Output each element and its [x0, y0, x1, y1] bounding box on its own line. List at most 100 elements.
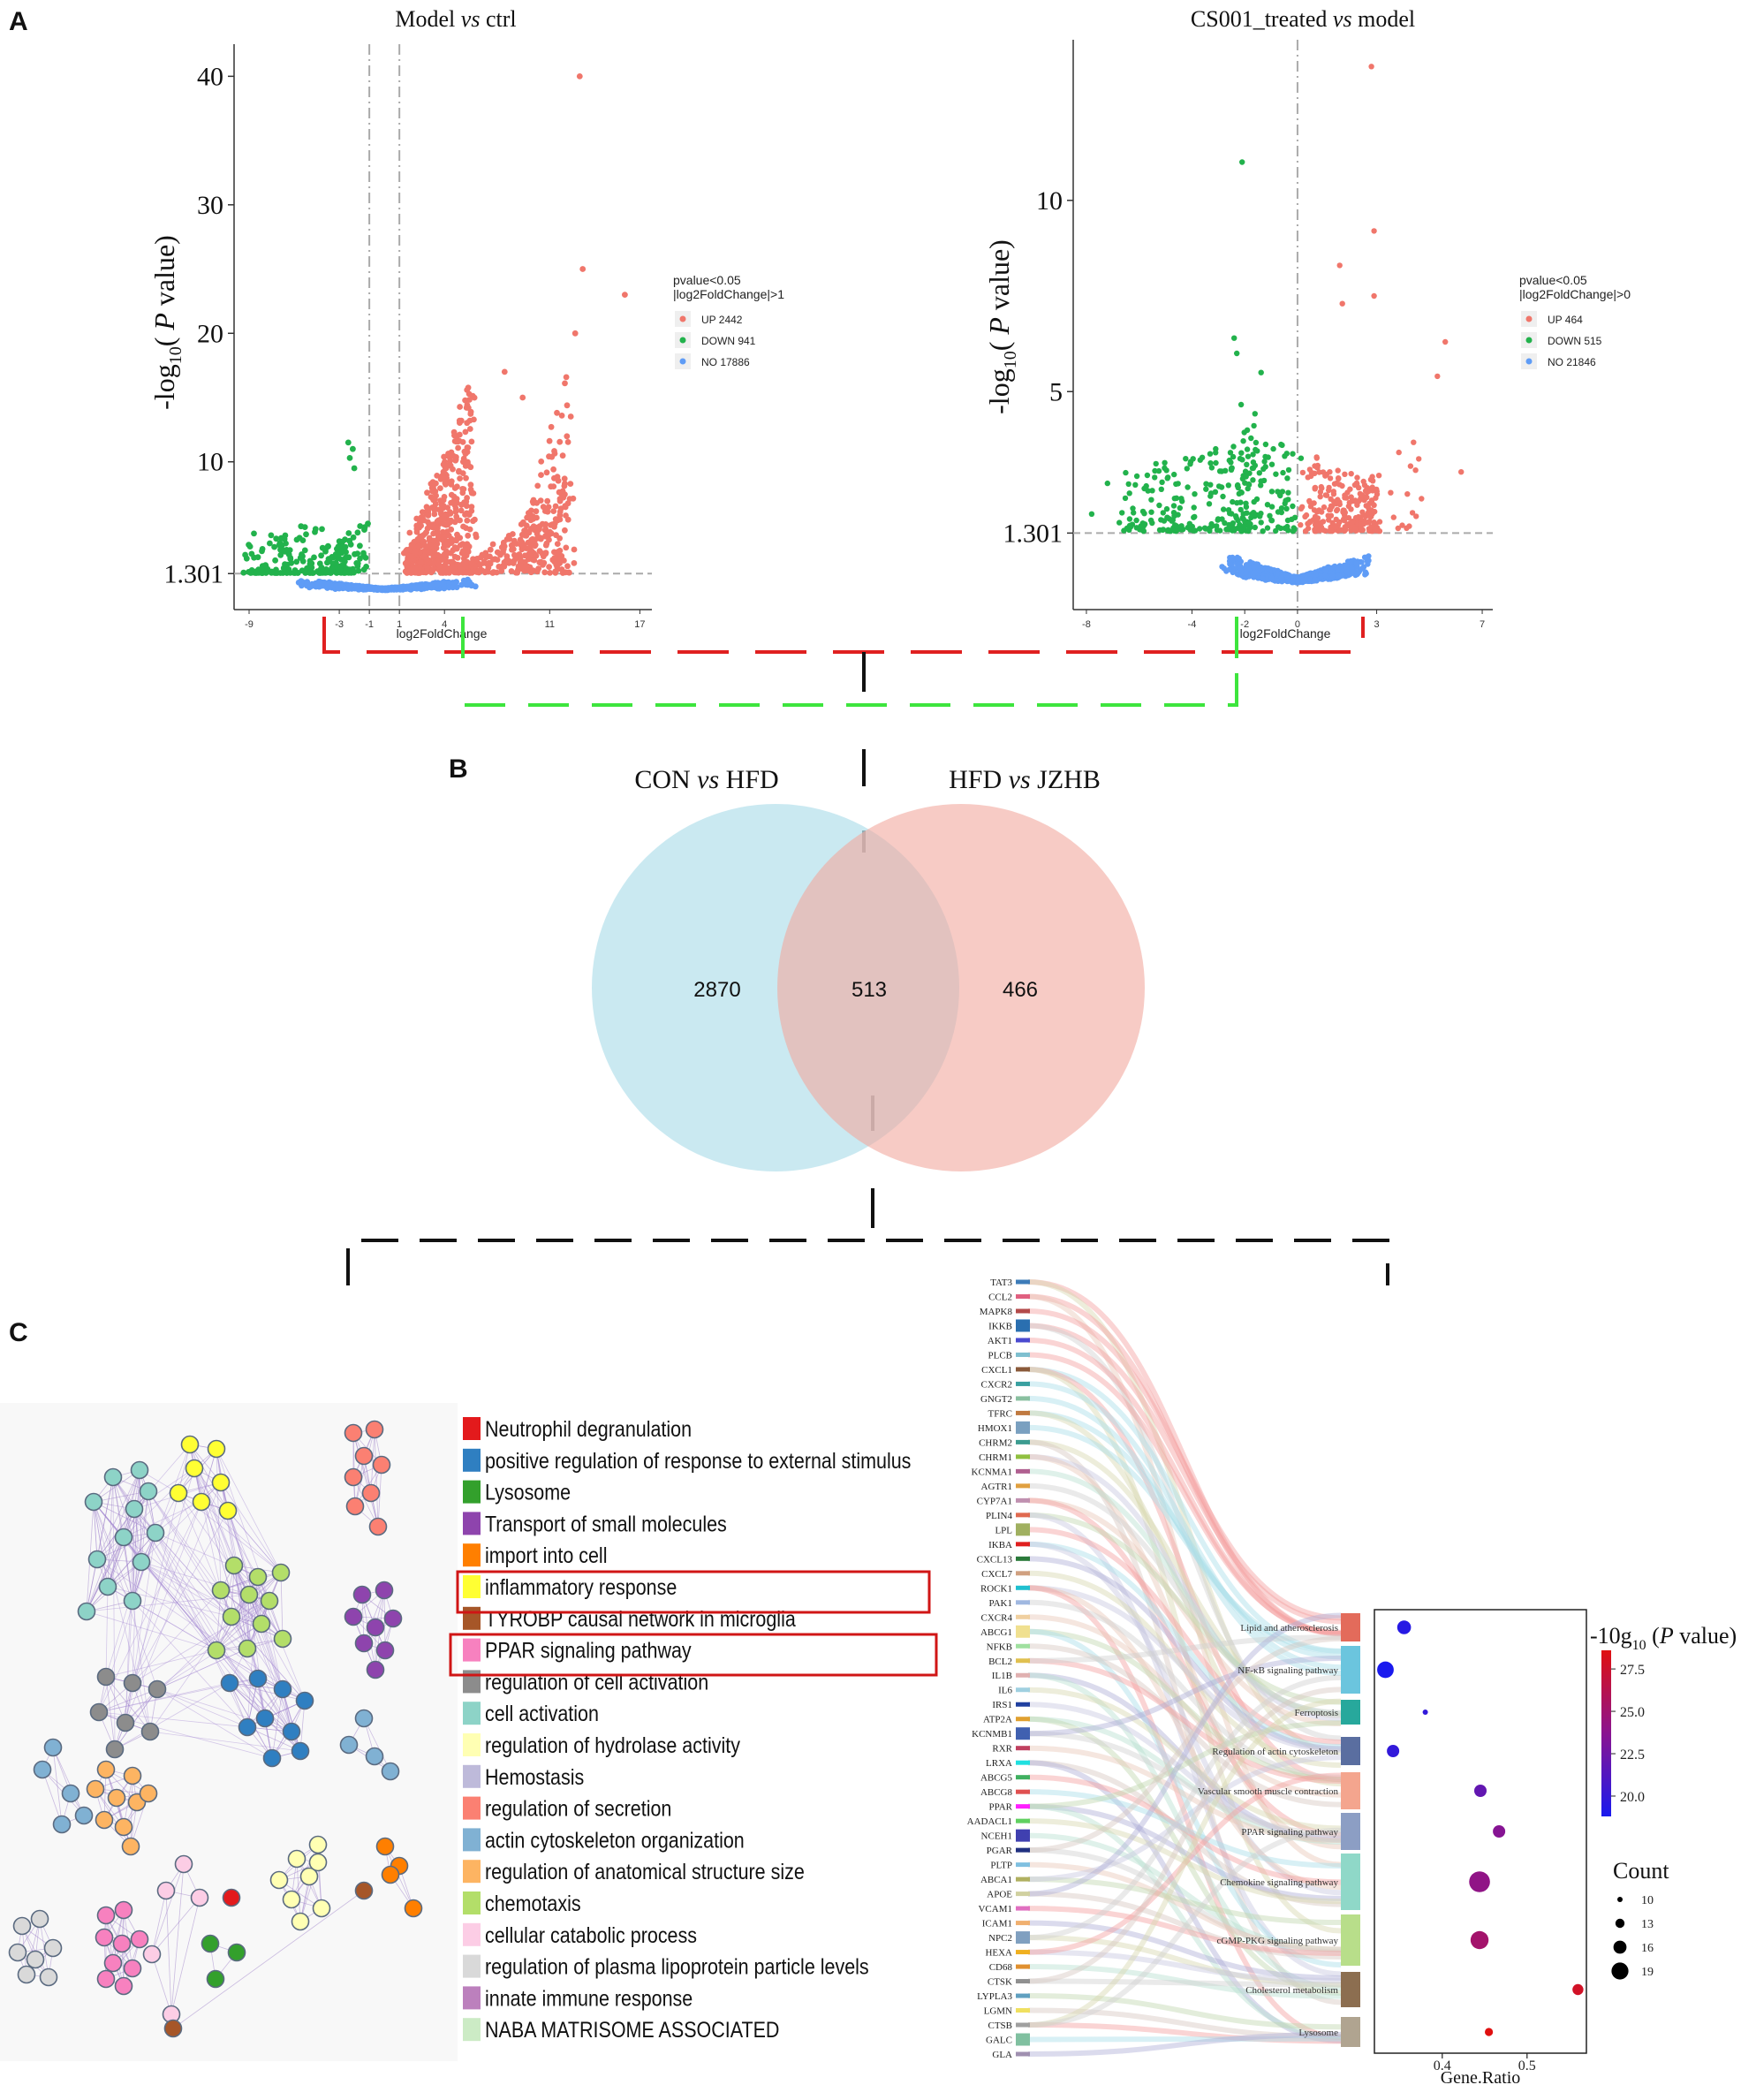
sankey-gene-bar: [1016, 1746, 1030, 1751]
volcano-point: [1273, 471, 1279, 477]
volcano-point: [1228, 466, 1235, 473]
volcano-point: [1187, 459, 1194, 465]
sankey-flow: [1027, 1410, 1342, 1787]
volcano-point: [1158, 486, 1165, 492]
network-node: [273, 1629, 292, 1649]
network-node: [260, 1591, 279, 1611]
size-legend-items: 10 13 16 19: [1611, 1894, 1654, 1980]
network-node: [255, 1709, 275, 1728]
volcano-point: [1368, 497, 1375, 504]
sankey-flow: [1027, 1453, 1342, 1850]
network-node: [192, 1492, 211, 1512]
volcano-point: [1251, 569, 1258, 575]
volcano-point: [1238, 401, 1245, 408]
legend-label: NABA MATRISOME ASSOCIATED: [485, 2018, 779, 2043]
volcano-point: [1298, 522, 1304, 528]
size-legend-label: 16: [1641, 1942, 1654, 1955]
bubble-point: [1387, 1745, 1400, 1757]
volcano-point: [1238, 489, 1245, 496]
network-node: [84, 1492, 103, 1512]
sankey-pathway-bar: [1341, 1972, 1360, 2007]
volcano-point: [564, 516, 571, 523]
volcano-point: [550, 483, 557, 489]
volcano-point: [1252, 411, 1259, 417]
volcano-point: [467, 486, 474, 493]
sankey-flow: [1027, 1614, 1342, 1798]
volcano-point: [255, 566, 262, 572]
bubble-chart: 0.4 0.5 Gene.Ratio -10g10 (P value) 27.52…: [1374, 1609, 1737, 2088]
volcano-point: [1395, 525, 1402, 532]
sankey-flow: [1027, 1410, 1342, 1660]
volcano-point: [1282, 500, 1288, 507]
sankey-flow: [1027, 1876, 1342, 1926]
sankey-gene-label: ABCG8: [980, 1787, 1013, 1798]
volcano-point: [312, 528, 318, 535]
volcano-point: [428, 542, 434, 550]
volcano-point: [1316, 507, 1322, 513]
legend-label: positive regulation of response to exter…: [485, 1448, 911, 1473]
network-node: [114, 1528, 133, 1547]
volcano-point: [498, 568, 505, 574]
volcano-point: [1409, 510, 1416, 516]
volcano-point: [1320, 469, 1327, 475]
sankey-flow: [1027, 1789, 1342, 1869]
volcano-point: [1185, 484, 1191, 490]
network-node: [139, 1784, 158, 1803]
highlight-ppar-signaling: [449, 1633, 938, 1677]
volcano-point: [1260, 466, 1267, 472]
volcano-point: [1131, 510, 1137, 516]
sankey-gene-label: TAT3: [990, 1277, 1012, 1288]
volcano-point: [471, 394, 478, 401]
volcano-point: [417, 533, 424, 540]
volcano-point: [1125, 481, 1132, 488]
sankey-flow: [1027, 1482, 1342, 1716]
size-legend-dot: [1613, 1940, 1627, 1954]
volcano-1-xlabel: log2FoldChange: [397, 626, 488, 641]
sankey-flow: [1027, 1424, 1342, 1655]
volcano-point: [1317, 494, 1323, 500]
volcano-point: [1254, 561, 1261, 567]
legend-label: actin cytoskeleton organization: [485, 1828, 745, 1853]
volcano-point: [557, 505, 564, 512]
network-node: [404, 1899, 423, 1918]
sankey-flow: [1027, 1920, 1342, 1981]
volcano-point: [413, 515, 420, 522]
volcano-point: [273, 535, 280, 542]
volcano-point: [1362, 488, 1369, 494]
bubble-plot-frame: [1374, 1609, 1587, 2054]
volcano-point: [415, 542, 422, 550]
sankey-gene-bar: [1016, 1293, 1030, 1299]
sankey-pathway-bar: [1341, 1813, 1360, 1850]
volcano-point: [361, 524, 368, 530]
volcano-point: [1314, 465, 1321, 471]
volcano-point: [1341, 562, 1348, 568]
volcano-point: [330, 554, 337, 561]
volcano-point: [1284, 523, 1291, 530]
volcano-point: [1285, 466, 1292, 474]
x-tick-label: -8: [1082, 619, 1091, 630]
network-node: [308, 1853, 328, 1872]
network-node: [207, 1439, 226, 1459]
volcano-point: [1375, 473, 1382, 479]
volcano-point: [1268, 489, 1275, 495]
volcano-point: [301, 524, 308, 530]
y-tick-label: 10: [197, 448, 223, 477]
sankey-gene-bar: [1016, 1789, 1030, 1794]
volcano-point: [267, 540, 273, 547]
volcano-point: [1238, 564, 1244, 570]
y-tick-label: 30: [197, 191, 223, 220]
volcano-point: [1291, 526, 1298, 532]
volcano-point: [509, 546, 515, 553]
x-tick-label: 0: [1295, 619, 1300, 630]
volcano-point: [1299, 469, 1306, 476]
volcano-point: [357, 556, 363, 562]
size-legend-label: 10: [1641, 1894, 1654, 1907]
volcano-point: [1261, 459, 1268, 465]
volcano-point: [405, 583, 413, 590]
volcano-point: [534, 482, 541, 489]
volcano-point: [1258, 482, 1264, 489]
volcano-point: [526, 510, 532, 516]
sankey-pathway-label: Ferroptosis: [1295, 1708, 1339, 1718]
volcano-point: [556, 556, 563, 562]
volcano-point: [353, 583, 360, 589]
